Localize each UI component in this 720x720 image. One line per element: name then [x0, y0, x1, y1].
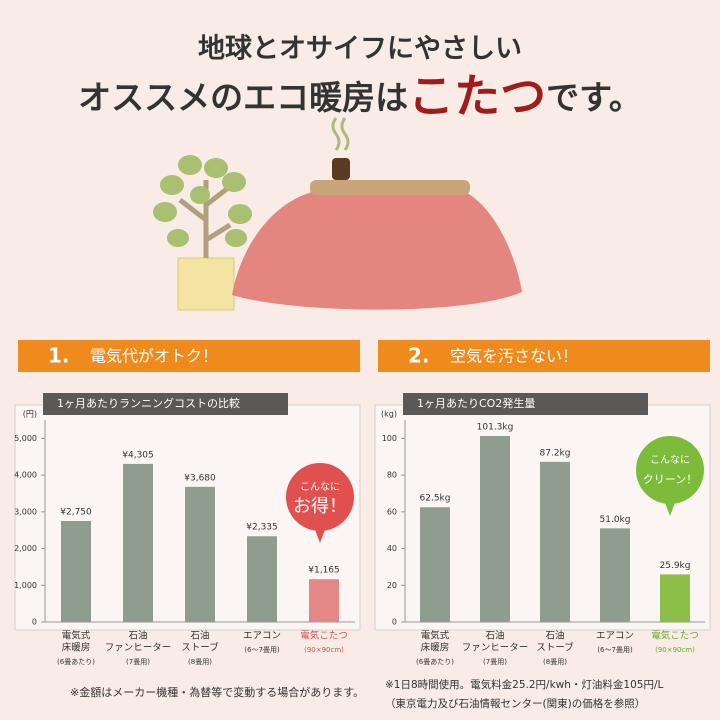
y-tick-label: 0: [32, 618, 37, 627]
callout: [636, 436, 704, 504]
x-tick-label: ファンヒーター: [462, 643, 529, 654]
value-label: 101.3kg: [477, 422, 514, 432]
y-tick-label: 3,000: [14, 507, 37, 516]
chart-title: 1ヶ月あたりCO2発生量: [417, 396, 535, 410]
callout-text: お得！: [293, 496, 347, 517]
x-tick-label: 石油: [190, 630, 209, 642]
value-label: 87.2kg: [540, 448, 571, 458]
bar: [61, 521, 91, 622]
bar: [600, 528, 630, 622]
headline-part: です。: [546, 78, 642, 117]
bar: [309, 579, 339, 622]
y-tick-label: 40: [387, 544, 397, 553]
category-note: (6畳あたり): [416, 658, 454, 666]
category-note: (90×90cm): [304, 646, 344, 654]
y-tick-label: 0: [392, 618, 397, 627]
category-note: (6畳あたり): [57, 658, 95, 666]
x-tick-label: ストーブ: [181, 642, 219, 654]
value-label: 25.9kg: [660, 561, 691, 571]
unit-label: (円): [23, 410, 37, 419]
bar: [247, 536, 277, 622]
bar: [660, 574, 690, 622]
bar: [540, 461, 570, 622]
y-tick-label: 60: [387, 507, 397, 516]
callout-text: こんなに: [650, 454, 690, 466]
category-note: (7畳用): [483, 658, 507, 666]
headline: 地球とオサイフにやさしい: [198, 34, 522, 65]
callout-text: クリーン！: [643, 473, 697, 486]
y-tick-label: 2,000: [14, 544, 37, 553]
x-tick-label: ファンヒーター: [105, 643, 172, 654]
callout: [286, 463, 354, 531]
value-label: ¥2,335: [246, 523, 278, 533]
section-number: 1.: [48, 344, 70, 368]
x-tick-label: ストーブ: [536, 642, 574, 654]
kotatsu: [232, 117, 522, 310]
footnote: ※1日8時間使用。電気料金25.2円/kwh・灯油料金105円/L: [385, 678, 663, 691]
y-tick-label: 100: [382, 434, 397, 443]
value-label: 62.5kg: [420, 494, 451, 504]
x-tick-label: 床暖房: [62, 642, 91, 654]
chart-title-bar: [403, 393, 648, 415]
x-tick-label: エアコン: [243, 631, 281, 642]
x-tick-label: 電気式: [421, 630, 450, 642]
callout-text: こんなに: [300, 481, 340, 493]
bar: [480, 435, 510, 622]
footnote: ※金額はメーカー機種・為替等で変動する場合があります。: [70, 685, 364, 699]
headline-part: オススメのエコ暖房は: [78, 78, 408, 117]
headline-2: オススメのエコ暖房はこたつです。: [78, 69, 642, 123]
category-note: (6〜7畳用): [244, 646, 280, 654]
y-tick-label: 4,000: [14, 471, 37, 480]
section-title: 電気代がオトク！: [90, 347, 218, 366]
section-title: 空気を汚さない！: [450, 347, 578, 366]
value-label: ¥2,750: [60, 508, 92, 518]
bar: [420, 507, 450, 622]
callout-tail: [314, 527, 326, 543]
headline-highlight: こたつ: [408, 69, 546, 123]
x-tick-label: 石油: [128, 630, 147, 642]
category-note: (7畳用): [126, 658, 150, 666]
category-note: (8畳用): [188, 658, 212, 666]
x-tick-label: 電気こたつ: [651, 630, 699, 642]
x-tick-label: 石油: [545, 630, 564, 642]
category-note: (8畳用): [543, 658, 567, 666]
category-note: (90×90cm): [655, 646, 695, 654]
plant: [153, 155, 252, 311]
y-tick-label: 5,000: [14, 434, 37, 443]
section-header: [18, 340, 360, 372]
section-header: [378, 340, 710, 372]
x-tick-label: 電気式: [62, 630, 91, 642]
footnote: （東京電力及び石油情報センター(関東)の価格を参照）: [385, 697, 645, 710]
category-note: (6〜7畳用): [597, 646, 633, 654]
chart-title-bar: [43, 393, 288, 415]
value-label: ¥4,305: [122, 450, 154, 460]
value-label: ¥3,680: [184, 473, 216, 483]
section-number: 2.: [408, 344, 430, 368]
x-tick-label: 石油: [485, 630, 504, 642]
value-label: ¥1,165: [308, 566, 340, 576]
x-tick-label: 床暖房: [421, 642, 450, 654]
y-tick-label: 20: [387, 581, 397, 590]
callout-tail: [664, 500, 676, 516]
unit-label: (kg): [381, 410, 397, 419]
x-tick-label: 電気こたつ: [300, 630, 348, 642]
y-tick-label: 1,000: [14, 581, 37, 590]
y-tick-label: 80: [387, 471, 397, 480]
x-tick-label: エアコン: [596, 631, 634, 642]
bar: [123, 463, 153, 622]
value-label: 51.0kg: [600, 515, 631, 525]
bar: [185, 486, 215, 622]
chart-title: 1ヶ月あたりランニングコストの比較: [57, 396, 240, 410]
